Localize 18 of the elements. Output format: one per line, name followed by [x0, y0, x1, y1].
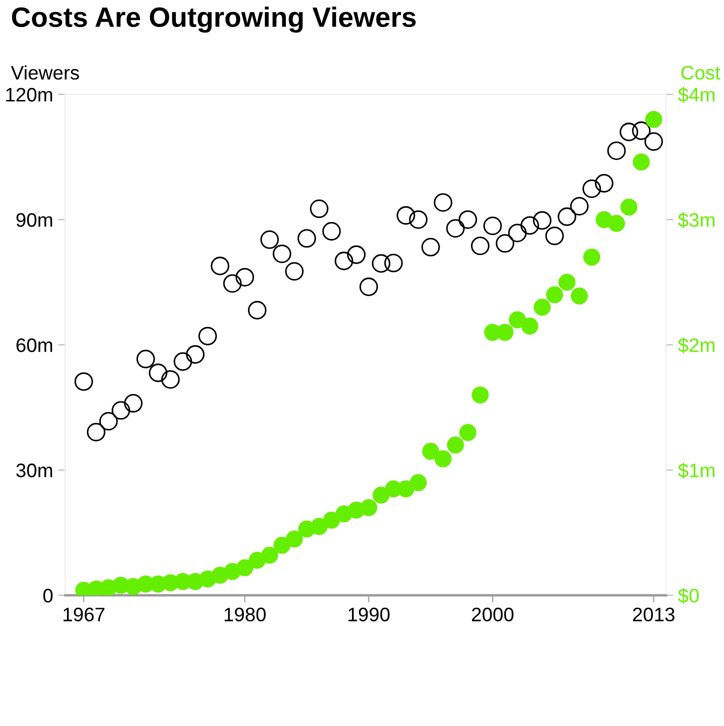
x-tick-label: 2013 [633, 608, 674, 622]
y2-tick-label: $3m [678, 212, 714, 228]
y-tick-label: 60m [16, 338, 52, 352]
chart-title: Costs Are Outgrowing Viewers [12, 6, 416, 33]
y2-axis-title: Cost [681, 66, 720, 80]
x-tick-label: 1967 [64, 608, 104, 622]
y-axis-title: Viewers [10, 65, 79, 80]
x-tick-label: 1980 [224, 608, 266, 622]
y2-tick-label: $4m [678, 87, 714, 103]
x-tick-label: 2000 [472, 608, 514, 622]
x-tick-label: 1990 [348, 608, 390, 622]
y-tick-label: 30m [16, 464, 52, 478]
y2-tick-label: $0 [678, 588, 699, 604]
y2-tick-label: $1m [678, 462, 714, 478]
y-tick-label: 0 [43, 588, 53, 603]
y-tick-label: 90m [16, 213, 52, 227]
y-tick-label: 120m [6, 88, 52, 102]
y2-tick-label: $2m [678, 338, 714, 354]
